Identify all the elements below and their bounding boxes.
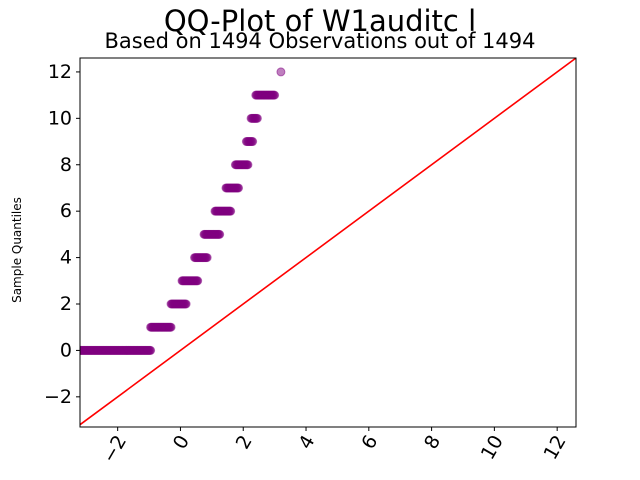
y-tick-label: 0 [60, 339, 72, 361]
x-tick-label: 10 [477, 432, 508, 464]
reference-line-group [80, 58, 576, 426]
y-tick-label: 8 [60, 154, 72, 176]
qq-point [146, 345, 156, 355]
qq-point [215, 229, 225, 239]
qq-points [80, 67, 286, 355]
y-axis: −2 0 2 4 6 8 10 12 [44, 61, 80, 408]
qq-point [226, 206, 236, 216]
qq-point [243, 160, 253, 170]
x-tick-label: 8 [420, 432, 445, 453]
x-tick-label: −2 [98, 432, 131, 467]
y-tick-label: 10 [48, 107, 72, 129]
y-tick-label: 4 [60, 247, 72, 269]
y-tick-label: −2 [44, 386, 72, 408]
chart-subtitle: Based on 1494 Observations out of 1494 [104, 29, 536, 53]
qq-point [166, 322, 176, 332]
x-tick-label: 2 [232, 432, 257, 453]
reference-line [80, 58, 576, 426]
x-tick-label: 12 [540, 432, 571, 464]
y-tick-label: 6 [60, 200, 72, 222]
qq-point [252, 113, 262, 123]
qq-point [248, 137, 258, 147]
qq-point [193, 276, 203, 286]
x-tick-label: 4 [294, 432, 319, 453]
qq-point [202, 253, 212, 263]
axes-frame [79, 57, 577, 428]
qq-point [270, 90, 280, 100]
qq-point [181, 299, 191, 309]
qq-point [276, 67, 286, 77]
x-tick-label: 6 [357, 432, 382, 453]
x-axis: −2 0 2 4 6 8 10 12 [98, 427, 571, 467]
qq-point [234, 183, 244, 193]
y-tick-label: 12 [48, 61, 72, 83]
y-tick-label: 2 [60, 293, 72, 315]
chart-title: QQ-Plot of W1auditc l [163, 4, 477, 38]
x-tick-label: 0 [169, 432, 194, 453]
